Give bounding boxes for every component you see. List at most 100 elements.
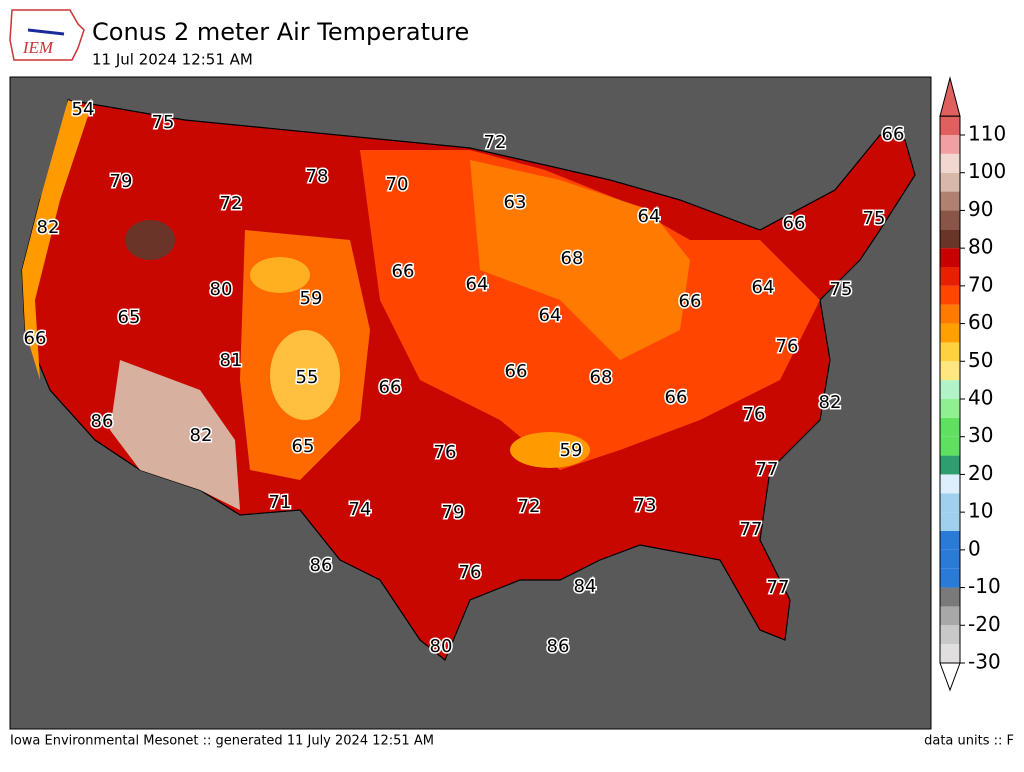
logo-outline xyxy=(9,9,85,61)
colorbar-outline xyxy=(939,115,961,664)
station-value: 59 xyxy=(560,440,583,461)
region-ozarks xyxy=(510,432,590,468)
station-value: 77 xyxy=(767,577,790,598)
colorbar-band xyxy=(940,436,960,456)
colorbar-band xyxy=(940,587,960,607)
station-value: 86 xyxy=(91,411,114,432)
station-value: 65 xyxy=(118,307,141,328)
footer-right: data units :: F xyxy=(924,734,1014,749)
colorbar-band xyxy=(940,210,960,230)
station-value: 72 xyxy=(518,496,541,517)
region-coast xyxy=(22,100,90,380)
station-value: 66 xyxy=(379,377,402,398)
colorbar-band xyxy=(940,323,960,343)
colorbar: -30 -20 -10 0 10 20 30 40 50 60 70 80 90 100 110 xyxy=(939,76,1006,692)
region-wyoming xyxy=(250,257,310,293)
station-value: 65 xyxy=(292,436,315,457)
colorbar-band xyxy=(940,606,960,626)
colorbar-arrow-top xyxy=(939,76,961,117)
colorbar-tick-label: 30 xyxy=(968,423,993,447)
station-value: 82 xyxy=(819,392,842,413)
station-value: 76 xyxy=(459,562,482,583)
colorbar-tick-label: 100 xyxy=(968,159,1006,183)
colorbar-band xyxy=(940,512,960,531)
colorbar-band xyxy=(940,625,960,645)
footer-left: Iowa Environmental Mesonet :: generated … xyxy=(10,734,434,749)
map-shapes xyxy=(21,99,916,661)
logo-line xyxy=(27,28,65,36)
colorbar-tick-label: 60 xyxy=(968,310,993,334)
station-value: 82 xyxy=(37,217,60,238)
subtitle: 11 Jul 2024 12:51 AM xyxy=(92,51,253,69)
station-value: 86 xyxy=(547,636,570,657)
station-value: 66 xyxy=(505,361,528,382)
colorbar-band xyxy=(940,474,960,494)
station-value: 80 xyxy=(430,636,453,657)
station-value: 66 xyxy=(783,213,806,234)
station-value: 54 xyxy=(72,99,95,120)
colorbar-band xyxy=(940,153,960,173)
colorbar-band xyxy=(940,285,960,305)
station-value: 72 xyxy=(220,193,243,214)
colorbar-band xyxy=(940,549,960,569)
station-value: 82 xyxy=(190,425,213,446)
colorbar-band xyxy=(940,455,960,475)
colorbar-band xyxy=(940,267,960,286)
region-oregon xyxy=(125,220,175,260)
station-value: 79 xyxy=(110,171,133,192)
station-value: 80 xyxy=(210,279,233,300)
station-value: 79 xyxy=(442,502,465,523)
colorbar-tick-label: 80 xyxy=(968,235,993,259)
station-value: 66 xyxy=(882,124,905,145)
station-value: 70 xyxy=(386,174,409,195)
colorbar-band xyxy=(940,229,960,249)
colorbar-tick-label: 20 xyxy=(968,461,993,485)
region-colorado xyxy=(270,330,340,420)
station-value: 64 xyxy=(752,277,775,298)
colorbar-band xyxy=(940,248,960,267)
station-value: 66 xyxy=(24,328,47,349)
colorbar-tick-label: 0 xyxy=(968,536,981,560)
station-value: 63 xyxy=(504,192,527,213)
station-value: 77 xyxy=(756,459,779,480)
colorbar-band xyxy=(940,116,960,135)
colorbar-tick-label: -30 xyxy=(968,650,1001,674)
station-value: 59 xyxy=(300,288,323,309)
station-value: 76 xyxy=(434,442,457,463)
station-value: 86 xyxy=(310,555,333,576)
station-value: 66 xyxy=(392,261,415,282)
colorbar-arrow-bottom xyxy=(939,662,961,692)
station-value: 76 xyxy=(743,404,766,425)
station-value: 77 xyxy=(740,519,763,540)
colorbar-tick-label: 110 xyxy=(968,122,1006,146)
colorbar-band xyxy=(940,380,960,399)
colorbar-tick-label: 70 xyxy=(968,272,993,296)
station-value: 66 xyxy=(679,291,702,312)
station-labels: 54 75 72 66 79 78 70 63 64 66 75 82 72 66 64 68 80 59 64 75… xyxy=(22,98,906,659)
region-desert xyxy=(110,360,240,510)
colorbar-band xyxy=(940,644,960,663)
colorbar-tick-label: 10 xyxy=(968,499,993,523)
station-value: 68 xyxy=(590,367,613,388)
colorbar-tick-label: 50 xyxy=(968,348,993,372)
colorbar-band xyxy=(940,399,960,418)
colorbar-tick-label: -20 xyxy=(968,612,1001,636)
station-value: 75 xyxy=(863,208,886,229)
logo: IEM xyxy=(9,9,85,61)
colorbar-band xyxy=(940,135,960,154)
station-value: 72 xyxy=(484,132,507,153)
logo-text: IEM xyxy=(22,38,54,57)
station-value: 66 xyxy=(665,387,688,408)
station-value: 81 xyxy=(220,350,243,371)
colorbar-band xyxy=(940,191,960,211)
station-value: 55 xyxy=(296,367,319,388)
colorbar-tick-label: -10 xyxy=(968,574,1001,598)
station-value: 73 xyxy=(634,495,657,516)
colorbar-band xyxy=(940,417,960,437)
station-value: 78 xyxy=(306,166,329,187)
colorbar-band xyxy=(940,342,960,362)
colorbar-band xyxy=(940,304,960,324)
station-value: 74 xyxy=(349,499,372,520)
station-value: 75 xyxy=(152,112,175,133)
